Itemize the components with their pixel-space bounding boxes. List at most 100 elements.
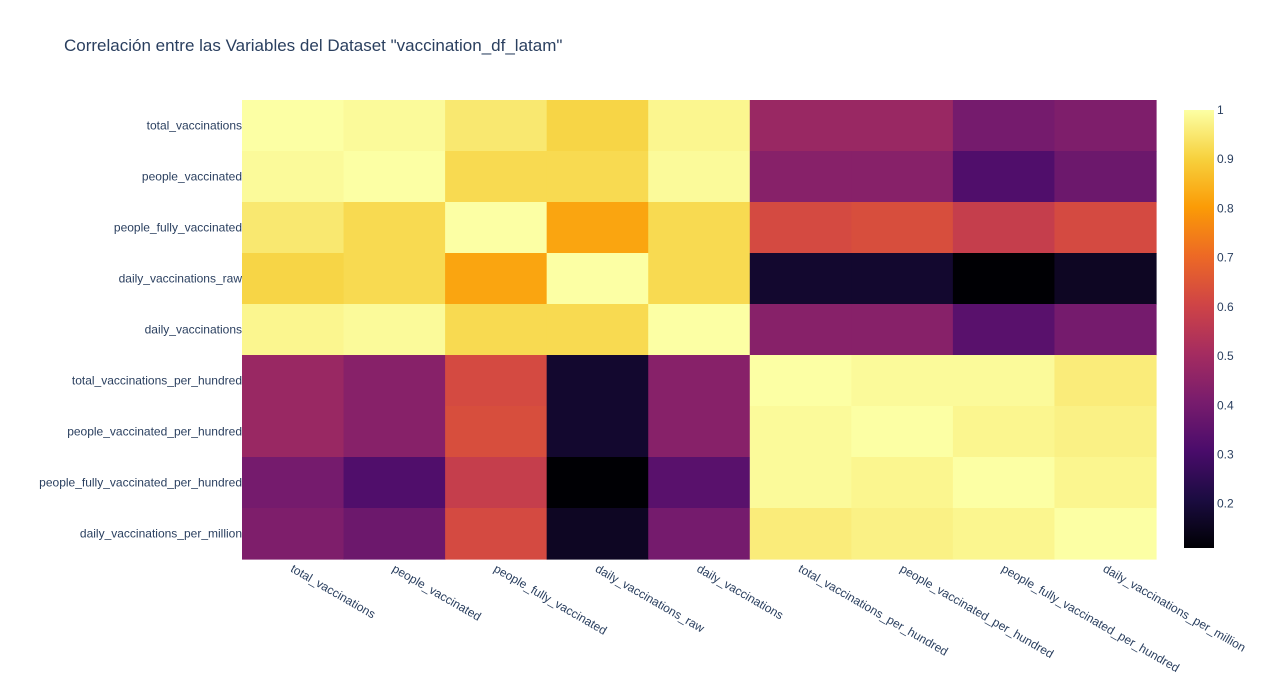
heatmap-cell	[648, 151, 751, 203]
heatmap-cells	[242, 100, 1157, 560]
heatmap-cell	[546, 355, 649, 407]
colorbar-tick-label: 0.5	[1217, 349, 1234, 363]
heatmap-cell	[851, 406, 954, 458]
heatmap-cell	[242, 253, 345, 305]
heatmap-cell	[546, 406, 649, 458]
colorbar-tick-label: 0.6	[1217, 300, 1234, 314]
heatmap-cell	[749, 151, 852, 203]
x-tick-label: total_vaccinations	[288, 561, 378, 621]
heatmap-cell	[749, 304, 852, 356]
heatmap-cell	[749, 100, 852, 152]
heatmap-cell	[648, 355, 751, 407]
heatmap-cell	[648, 457, 751, 509]
heatmap-cell	[546, 457, 649, 509]
heatmap-cell	[749, 202, 852, 254]
heatmap-cell	[1054, 457, 1157, 509]
heatmap-cell	[242, 202, 345, 254]
heatmap-cell	[749, 508, 852, 560]
heatmap-cell	[952, 457, 1056, 509]
heatmap-cell	[242, 508, 345, 560]
heatmap-cell	[851, 253, 954, 305]
heatmap-cell	[749, 355, 852, 407]
heatmap-cell	[445, 100, 548, 152]
heatmap-cell	[546, 202, 649, 254]
chart-title: Correlación entre las Variables del Data…	[64, 36, 562, 55]
heatmap-cell	[648, 253, 751, 305]
colorbar-tick-label: 1	[1217, 103, 1224, 117]
colorbar-tick-label: 0.3	[1217, 447, 1234, 461]
y-tick-label: people_fully_vaccinated_per_hundred	[39, 476, 242, 490]
heatmap-cell	[952, 304, 1056, 356]
heatmap-cell	[1054, 304, 1157, 356]
heatmap-cell	[1054, 202, 1157, 254]
heatmap-cell	[445, 355, 548, 407]
heatmap-cell	[648, 304, 751, 356]
heatmap-cell	[546, 100, 649, 152]
y-tick-label: total_vaccinations_per_hundred	[72, 374, 242, 388]
heatmap-cell	[952, 508, 1056, 560]
heatmap-cell	[343, 355, 446, 407]
heatmap-cell	[343, 100, 446, 152]
heatmap-cell	[1054, 406, 1157, 458]
heatmap-cell	[445, 304, 548, 356]
heatmap-cell	[343, 508, 446, 560]
heatmap-cell	[546, 304, 649, 356]
heatmap-cell	[546, 508, 649, 560]
colorbar-tick-label: 0.9	[1217, 152, 1234, 166]
heatmap-cell	[1054, 151, 1157, 203]
heatmap-cell	[851, 304, 954, 356]
heatmap-cell	[546, 253, 649, 305]
heatmap-cell	[242, 457, 345, 509]
heatmap-cell	[343, 253, 446, 305]
heatmap-cell	[851, 151, 954, 203]
heatmap-cell	[1054, 100, 1157, 152]
y-tick-label: people_fully_vaccinated	[114, 221, 242, 235]
heatmap-cell	[648, 508, 751, 560]
heatmap-cell	[851, 355, 954, 407]
y-tick-label: daily_vaccinations_per_million	[80, 527, 242, 541]
heatmap-cell	[343, 457, 446, 509]
heatmap-cell	[445, 202, 548, 254]
x-tick-label: daily_vaccinations_raw	[593, 561, 707, 635]
heatmap-cell	[242, 100, 345, 152]
heatmap-cell	[952, 406, 1056, 458]
heatmap-cell	[648, 100, 751, 152]
heatmap-cell	[749, 253, 852, 305]
colorbar-tick-label: 0.8	[1217, 201, 1234, 215]
heatmap-cell	[952, 100, 1056, 152]
colorbar: 0.2 0.3 0.4 0.5 0.6 0.7 0.8 0.9 1	[1184, 103, 1234, 548]
colorbar-tick-label: 0.2	[1217, 497, 1234, 511]
heatmap-cell	[343, 202, 446, 254]
x-tick-label: people_vaccinated	[390, 561, 484, 623]
heatmap-cell	[749, 457, 852, 509]
heatmap-cell	[952, 202, 1056, 254]
heatmap-cell	[242, 355, 345, 407]
heatmap-cell	[445, 508, 548, 560]
heatmap-cell	[749, 406, 852, 458]
y-tick-label: people_vaccinated_per_hundred	[67, 425, 242, 439]
y-axis-ticks: total_vaccinations people_vaccinatedpeopl…	[39, 119, 242, 541]
heatmap-cell	[1054, 355, 1157, 407]
heatmap-cell	[242, 304, 345, 356]
heatmap-cell	[242, 151, 345, 203]
heatmap-cell	[851, 508, 954, 560]
x-tick-label: people_fully_vaccinated_per_hundred	[999, 561, 1182, 675]
heatmap-cell	[952, 253, 1056, 305]
heatmap-cell	[445, 253, 548, 305]
x-tick-label: people_fully_vaccinated	[491, 561, 609, 637]
y-tick-label: total_vaccinations	[147, 119, 242, 133]
heatmap-cell	[1054, 253, 1157, 305]
x-tick-label: daily_vaccinations	[695, 561, 786, 622]
colorbar-tick-label: 0.7	[1217, 251, 1234, 265]
heatmap-cell	[851, 202, 954, 254]
heatmap-cell	[343, 151, 446, 203]
heatmap-cell	[851, 100, 954, 152]
heatmap-cell	[648, 202, 751, 254]
heatmap-cell	[343, 304, 446, 356]
colorbar-tick-label: 0.4	[1217, 398, 1234, 412]
heatmap-cell	[1054, 508, 1157, 560]
heatmap-cell	[648, 406, 751, 458]
y-tick-label: people_vaccinated	[142, 170, 242, 184]
heatmap-cell	[445, 457, 548, 509]
